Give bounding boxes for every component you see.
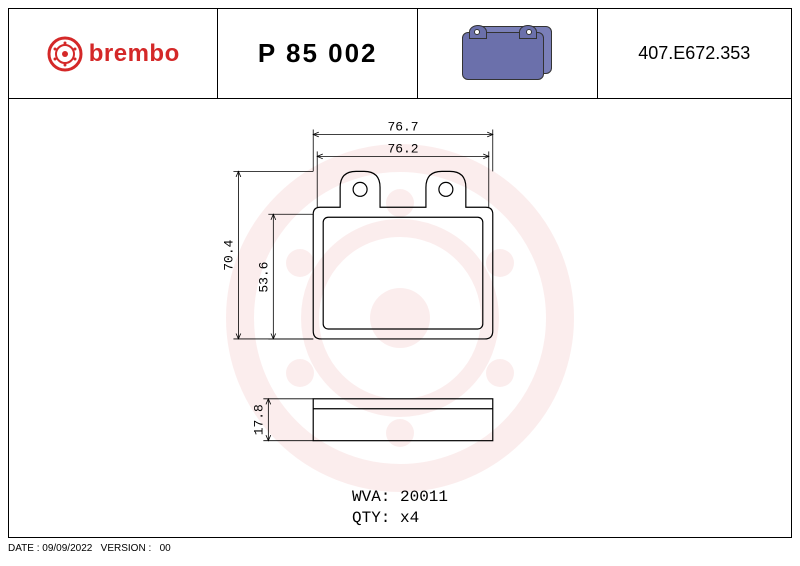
brembo-logo: brembo bbox=[47, 36, 180, 72]
logo-cell: brembo bbox=[9, 9, 218, 98]
thumbnail-cell bbox=[418, 9, 598, 98]
date-value: 09/09/2022 bbox=[42, 543, 92, 554]
dim-width-outer: 76.7 bbox=[387, 119, 418, 134]
dim-53-6 bbox=[268, 214, 313, 339]
dim-thickness: 17.8 bbox=[251, 404, 266, 435]
dim-height-inner: 53.6 bbox=[256, 262, 271, 293]
dim-17-8 bbox=[263, 399, 313, 441]
drawing-area: 76.7 76.2 70.4 53.6 bbox=[9, 99, 791, 537]
main-frame: brembo P 85 002 407.E672.353 bbox=[8, 8, 792, 538]
bottom-labels: WVA: 20011 QTY: x4 bbox=[352, 487, 448, 529]
front-view bbox=[313, 171, 493, 339]
qty-label: QTY: bbox=[352, 509, 390, 527]
wva-label: WVA: bbox=[352, 488, 390, 506]
version-label: VERSION : bbox=[101, 543, 152, 554]
footer: DATE : 09/09/2022 VERSION : 00 bbox=[8, 543, 171, 554]
side-view bbox=[313, 399, 493, 441]
header-row: brembo P 85 002 407.E672.353 bbox=[9, 9, 791, 99]
dim-76-2 bbox=[317, 151, 489, 207]
version-value: 00 bbox=[160, 543, 171, 554]
wva-value: 20011 bbox=[400, 488, 448, 506]
part-number: P 85 002 bbox=[218, 9, 417, 98]
qty-value: x4 bbox=[400, 509, 419, 527]
dim-width-inner: 76.2 bbox=[387, 141, 418, 156]
dim-height-outer: 70.4 bbox=[221, 239, 236, 270]
date-label: DATE : bbox=[8, 543, 39, 554]
pad-thumbnail bbox=[462, 26, 552, 81]
technical-drawing: 76.7 76.2 70.4 53.6 bbox=[9, 99, 791, 537]
brembo-disc-icon bbox=[47, 36, 83, 72]
reference-number: 407.E672.353 bbox=[598, 9, 792, 98]
brand-name: brembo bbox=[89, 40, 180, 68]
